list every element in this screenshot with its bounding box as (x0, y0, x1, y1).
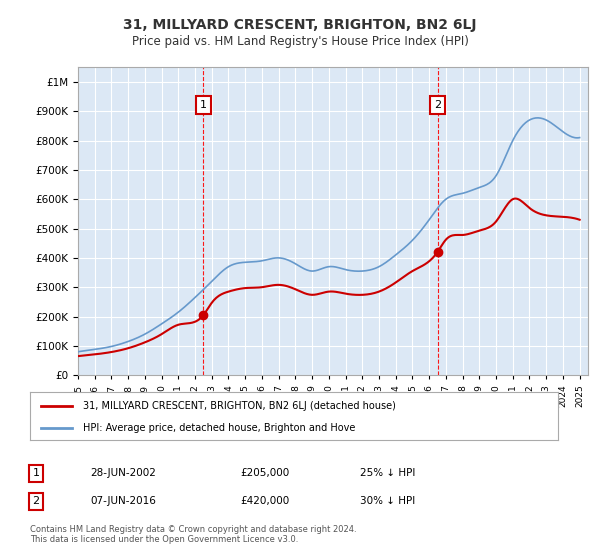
Text: 1: 1 (32, 468, 40, 478)
Text: 2: 2 (32, 496, 40, 506)
Text: £205,000: £205,000 (240, 468, 289, 478)
Text: 2: 2 (434, 100, 441, 110)
Text: 07-JUN-2016: 07-JUN-2016 (90, 496, 156, 506)
Text: 25% ↓ HPI: 25% ↓ HPI (360, 468, 415, 478)
Text: Price paid vs. HM Land Registry's House Price Index (HPI): Price paid vs. HM Land Registry's House … (131, 35, 469, 49)
Text: 31, MILLYARD CRESCENT, BRIGHTON, BN2 6LJ (detached house): 31, MILLYARD CRESCENT, BRIGHTON, BN2 6LJ… (83, 402, 395, 411)
Text: £420,000: £420,000 (240, 496, 289, 506)
Text: 1: 1 (200, 100, 207, 110)
Text: 28-JUN-2002: 28-JUN-2002 (90, 468, 156, 478)
Text: 30% ↓ HPI: 30% ↓ HPI (360, 496, 415, 506)
Text: 31, MILLYARD CRESCENT, BRIGHTON, BN2 6LJ: 31, MILLYARD CRESCENT, BRIGHTON, BN2 6LJ (123, 18, 477, 32)
Text: Contains HM Land Registry data © Crown copyright and database right 2024.
This d: Contains HM Land Registry data © Crown c… (30, 525, 356, 544)
Text: HPI: Average price, detached house, Brighton and Hove: HPI: Average price, detached house, Brig… (83, 423, 355, 433)
